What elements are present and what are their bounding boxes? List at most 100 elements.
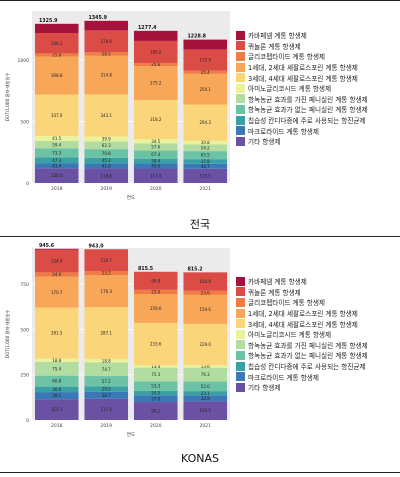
bar-segment-2018-0 [34,168,79,183]
data-label-2018-5: 18.8 [52,358,61,363]
legend-label: 카바페넴 계통 항생제 [248,32,307,41]
legend-swatch [236,329,245,339]
data-label-2020-1: 37.0 [151,396,160,401]
legend-swatch [236,104,245,114]
legend-swatch [236,361,245,371]
bar-segment-2020-6 [133,100,178,140]
bar-segment-2018-3 [34,148,79,158]
legend-label: 3세대, 4세대 세팔로스포린 계통 항생제 [248,74,358,83]
bar-segment-2018-1 [34,163,79,169]
data-label-2018-2: 47.3 [52,158,61,163]
data-label-2019-0: 118.6 [101,173,113,178]
y-tick-label-2: 1000 [18,58,30,64]
bar-segment-2020-10 [133,30,178,41]
legend-item-3: 1세대, 2세대 세팔로스포린 계통 항생제 [236,62,368,73]
bar-segment-2019-4 [84,141,129,150]
bar-segment-2018-4 [34,361,79,376]
bar-segment-2020-0 [133,168,178,183]
data-label-2021-9: 100.9 [200,279,212,284]
bar-segment-2019-0 [84,168,129,183]
data-label-2020-6: 233.6 [150,342,162,347]
konas-chart: 0 250 500 750 115.1 39.130.0 60.8 75.4 18.8 281.5… [4,243,230,438]
bar-segment-2019-5 [84,136,129,142]
data-label-2019-1: 41.0 [102,164,111,169]
bar-segment-2021-6 [183,323,228,366]
x-tick-label-2019: 2019 [101,186,113,192]
data-label-2020-9: 180.2 [150,50,162,55]
data-label-2020-2: 39.4 [151,159,160,164]
data-label-2018-0: 120.4 [51,173,63,178]
bar-segment-2021-7 [183,73,228,105]
bar-segment-2020-1 [133,395,178,403]
legend-label: 칩습성 칸디다증에 주로 사용되는 항진균제 [248,117,366,126]
bar-segment-2018-5 [34,135,79,142]
legend-label: 글리코펩타이드 계통 항생제 [248,53,325,62]
data-label-2020-8: 25.6 [151,62,160,67]
legend-swatch [236,115,245,125]
data-label-2018-1: 41.4 [52,163,61,168]
data-label-2021-5: 13.6 [201,364,210,369]
total-label-2018: 1325.9 [39,18,58,24]
x-tick-label-2020: 2020 [150,423,162,429]
data-label-2018-6: 337.0 [51,113,63,118]
legend-label: 기타 항생제 [248,138,281,147]
data-label-2018-7: 308.8 [51,73,63,78]
bar-segment-2021-0 [183,401,228,420]
data-label-2018-5: 41.5 [52,136,61,141]
legend-swatch [236,83,245,93]
data-label-2018-3: 60.8 [52,379,61,384]
total-label-2021: 1228.8 [187,34,206,40]
data-label-2019-9: 119.7 [101,258,113,263]
legend-swatch [236,308,245,318]
bar-segment-2020-5 [133,139,178,144]
data-label-2021-9: 172.9 [200,58,212,63]
legend-swatch [236,297,245,307]
legend-label: 아미노글리코시드 계통 항생제 [248,331,332,340]
data-label-2020-0: 117.8 [150,173,162,178]
legend-swatch [236,94,245,104]
data-label-2019-5: 18.8 [102,358,111,363]
data-label-2019-7: 314.8 [101,73,113,78]
data-label-2020-5: 34.5 [151,139,160,144]
data-label-2019-8: 23.2 [102,271,111,276]
legend-label: 카바페넴 계통 항생제 [248,278,307,287]
y-tick-label-1: 250 [20,373,29,379]
bar-segment-2018-8 [34,53,79,57]
bar-segment-2018-0 [34,399,79,420]
bar-segment-2020-6 [133,322,178,366]
legend-swatch [236,126,245,136]
bar-segment-2021-4 [183,367,228,382]
legend-label: 1세대, 2세대 세팔로스포린 계통 항생제 [248,310,358,319]
bar-segment-2018-2 [34,386,79,393]
bar-segment-2020-8 [133,63,178,67]
data-label-2018-2: 30.0 [52,387,61,392]
legend-label: 마크로라이드 계통 항생제 [248,373,319,382]
bar-segment-2019-8 [84,271,129,276]
data-label-2018-0: 115.1 [51,407,63,412]
legend-label: 아미노글리코시드 계통 항생제 [248,85,332,94]
legend-item-1: 퀴놀론 계통 항생제 [236,287,368,298]
bar-segment-2021-8 [183,70,228,74]
data-label-2020-7: 275.2 [150,81,162,86]
bar-segment-2019-1 [84,163,129,169]
bar-segment-2021-3 [183,381,228,392]
legend-label: 기타 항생제 [248,384,281,393]
bar-segment-2019-2 [84,386,129,392]
legend-swatch [236,287,245,297]
bar-segment-2020-3 [133,150,178,159]
legend-item-5: 아미노글리코시드 계통 항생제 [236,329,368,340]
legend-item-10: 기타 항생제 [236,136,368,147]
bar-segment-2021-8 [183,290,228,295]
bar-segment-2020-9 [133,271,178,290]
bar-segment-2019-7 [84,275,129,308]
data-label-2019-8: 28.5 [102,52,111,57]
legend-label: 퀴놀론 계통 항생제 [248,288,301,297]
legend-item-4: 3세대, 4세대 세팔로스포린 계통 항생제 [236,72,368,83]
middle-rule [0,236,400,237]
x-tick-label-2020: 2020 [150,186,162,192]
bar-segment-2020-9 [133,40,178,64]
legend-label: 항녹농균 효과를 가진 페니실린 계통 항생제 [248,95,368,104]
y-tick-label-3: 750 [20,282,29,288]
data-label-2020-3: 67.4 [151,152,160,157]
data-label-2021-7: 250.1 [200,87,212,92]
